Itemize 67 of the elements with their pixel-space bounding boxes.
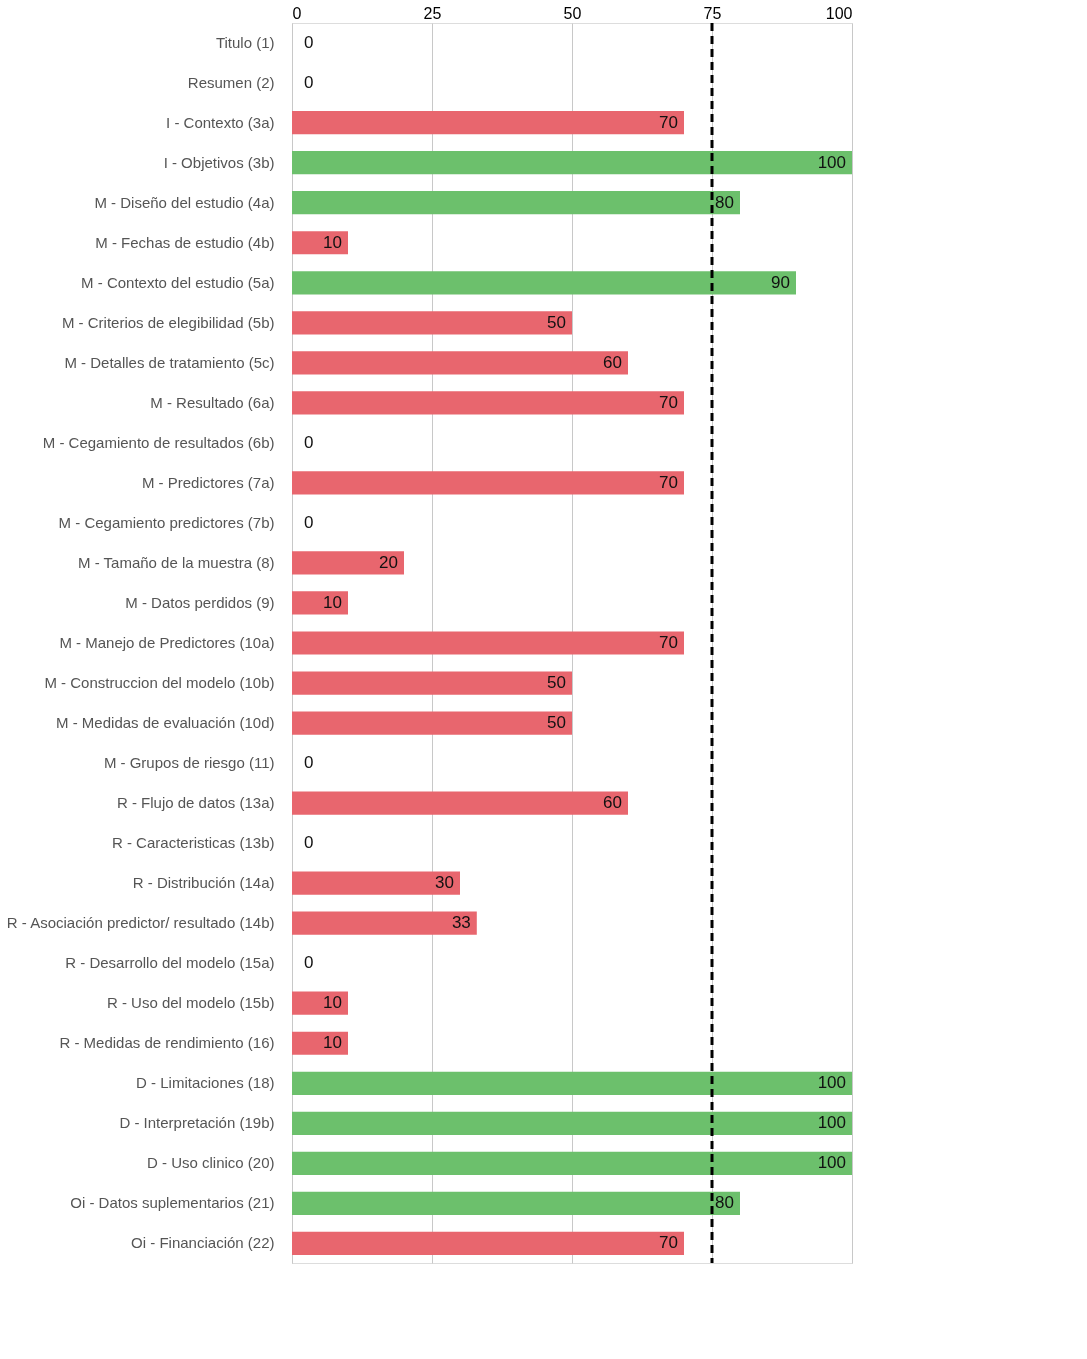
y-tick-label: R - Desarrollo del modelo (15a) <box>65 954 275 972</box>
data-label: 70 <box>659 112 678 132</box>
y-tick-label: D - Limitaciones (18) <box>136 1074 275 1092</box>
data-label: 33 <box>451 913 471 933</box>
data-label: 80 <box>715 1193 734 1213</box>
y-tick-label: M - Cegamiento predictores (7b) <box>58 513 275 531</box>
data-label: 0 <box>304 432 314 452</box>
x-tick-label: 0 <box>292 4 302 22</box>
y-tick-label: Titulo (1) <box>215 33 275 51</box>
data-label: 0 <box>304 833 314 853</box>
y-tick-label: Oi - Financiación (22) <box>131 1234 275 1252</box>
y-tick-label: M - Manejo de Predictores (10a) <box>59 634 275 651</box>
y-tick-label: I - Objetivos (3b) <box>163 153 275 171</box>
x-tick-label: 75 <box>703 4 722 22</box>
data-label: 60 <box>603 352 622 372</box>
y-tick-label: D - Uso clinico (20) <box>146 1154 275 1172</box>
data-label: 50 <box>547 673 566 693</box>
data-label: 0 <box>304 72 314 92</box>
data-label: 70 <box>659 633 678 652</box>
y-tick-label: I - Contexto (3a) <box>166 113 275 131</box>
y-tick-label: D - Interpretación (19b) <box>119 1114 275 1132</box>
y-tick-label: M - Tamaño de la muestra (8) <box>78 553 275 571</box>
y-tick-label: R - Distribución (14a) <box>132 874 275 892</box>
y-tick-label: M - Resultado (6a) <box>150 393 275 411</box>
data-label: 10 <box>323 232 342 252</box>
y-tick-label: M - Cegamiento de resultados (6b) <box>42 433 275 451</box>
y-tick-label: Oi - Datos suplementarios (21) <box>70 1194 275 1212</box>
data-label: 10 <box>323 1033 342 1053</box>
data-label: 30 <box>435 873 454 893</box>
data-label: 80 <box>715 192 734 212</box>
data-label: 70 <box>659 472 678 492</box>
x-tick-label: 50 <box>563 4 582 22</box>
y-tick-label: R - Uso del modelo (15b) <box>106 994 275 1012</box>
y-tick-label: M - Construccion del modelo (10b) <box>44 674 275 692</box>
data-label: 10 <box>323 592 342 612</box>
y-tick-label: M - Grupos de riesgo (11) <box>103 754 275 772</box>
data-label: 100 <box>817 152 846 172</box>
x-tick-label: 100 <box>825 4 853 22</box>
y-tick-label: M - Fechas de estudio (4b) <box>95 233 275 251</box>
y-tick-label: R - Caracteristicas (13b) <box>111 834 275 852</box>
data-label: 90 <box>771 272 790 292</box>
y-tick-label: M - Detalles de tratamiento (5c) <box>64 353 275 371</box>
y-tick-label: R - Flujo de datos (13a) <box>116 794 275 812</box>
y-tick-label: R - Medidas de rendimiento (16) <box>59 1034 275 1052</box>
y-tick-label: M - Criterios de elegibilidad (5b) <box>61 313 275 331</box>
data-label: 60 <box>603 793 622 813</box>
y-tick-label: M - Contexto del estudio (5a) <box>81 273 275 291</box>
data-label: 20 <box>379 552 398 572</box>
y-tick-label: M - Predictores (7a) <box>141 473 275 491</box>
data-label: 100 <box>817 1113 846 1133</box>
data-label: 100 <box>817 1073 846 1093</box>
data-label: 70 <box>659 1233 678 1253</box>
x-tick-label: 25 <box>423 4 442 22</box>
data-label: 0 <box>304 753 314 773</box>
y-tick-label: M - Medidas de evaluación (10d) <box>56 714 275 732</box>
y-tick-label: Resumen (2) <box>187 73 275 91</box>
y-tick-label: R - Asociación predictor/ resultado (14b) <box>6 914 275 932</box>
data-label: 0 <box>304 953 314 973</box>
data-label: 0 <box>304 32 314 52</box>
data-label: 0 <box>304 512 314 532</box>
data-label: 10 <box>323 993 342 1013</box>
y-tick-label: M - Datos perdidos (9) <box>125 593 275 611</box>
data-label: 50 <box>547 312 566 332</box>
y-tick-label: M - Diseño del estudio (4a) <box>94 193 275 211</box>
data-label: 50 <box>547 713 566 733</box>
data-label: 100 <box>817 1153 846 1173</box>
data-label: 70 <box>659 392 678 412</box>
